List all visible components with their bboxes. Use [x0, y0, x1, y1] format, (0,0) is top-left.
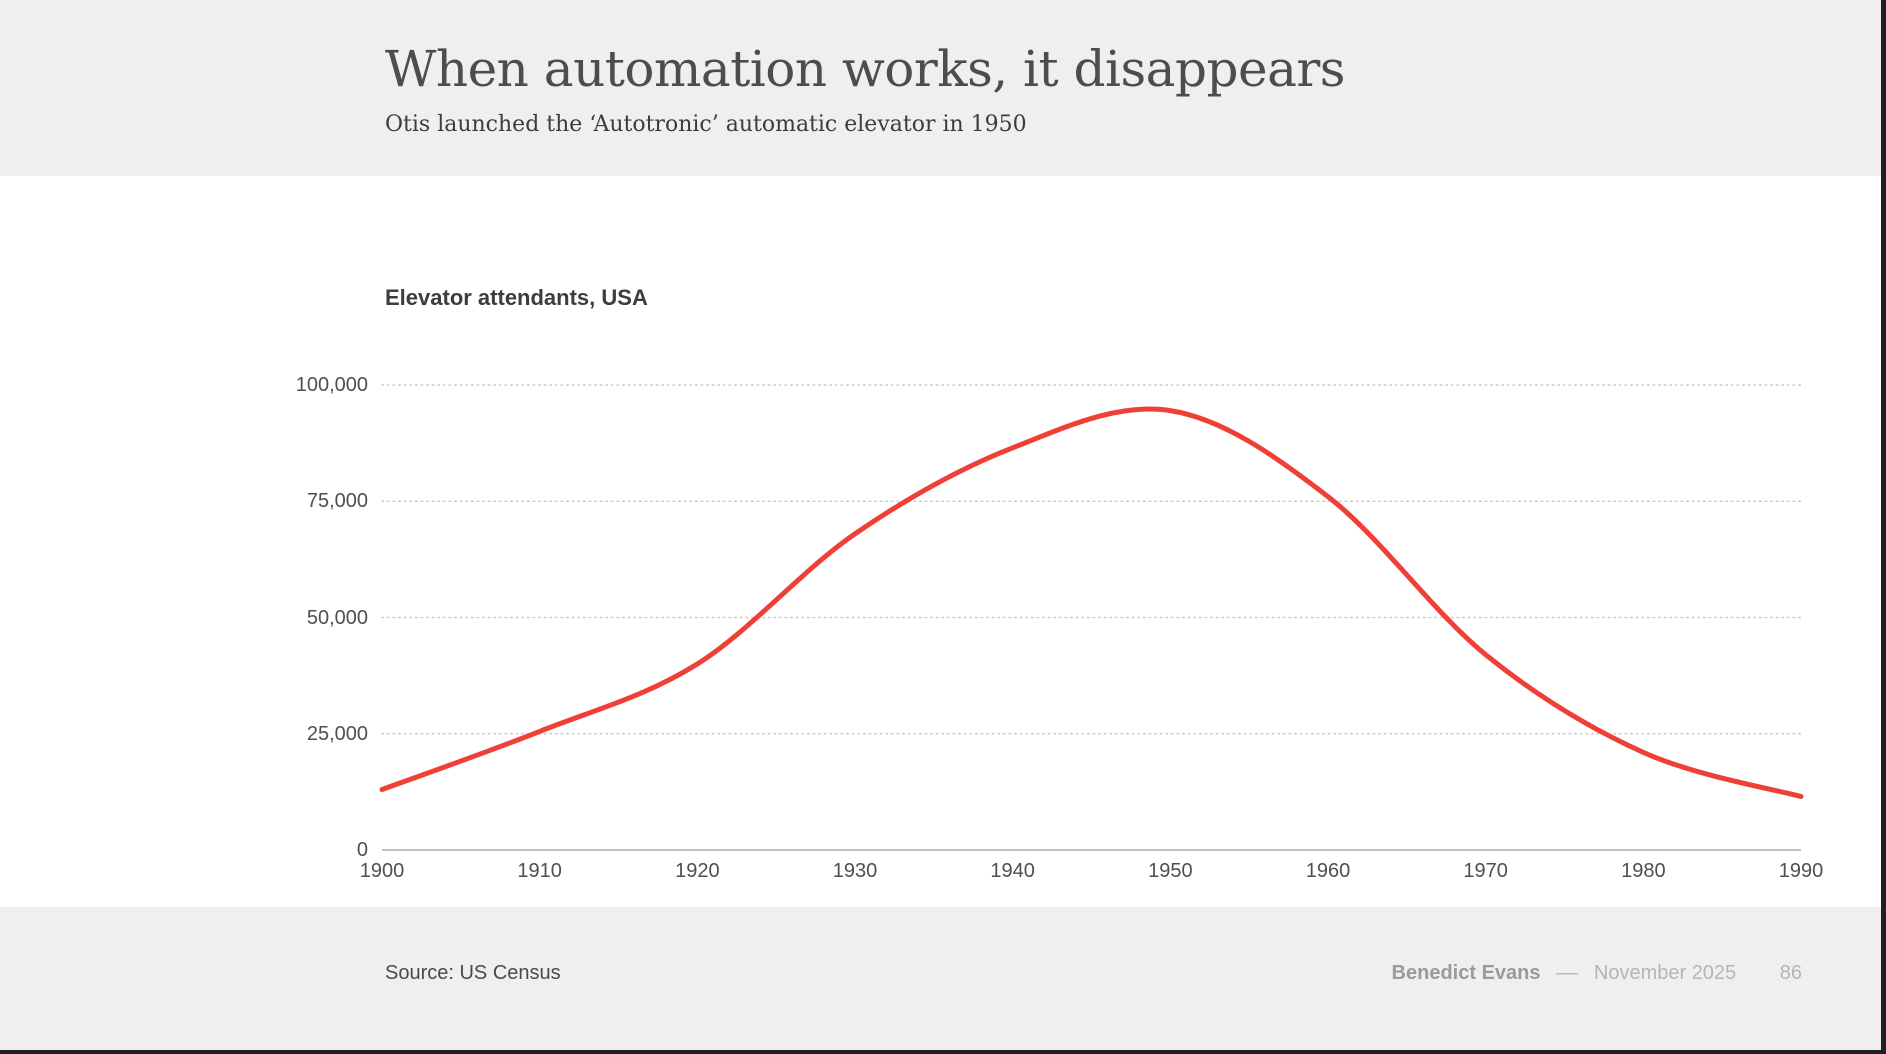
- slide-title: When automation works, it disappears: [385, 40, 1345, 98]
- footer-band: [0, 907, 1886, 1054]
- chart-title: Elevator attendants, USA: [385, 285, 648, 310]
- page-number: 86: [1779, 962, 1802, 984]
- x-tick-label: 1940: [990, 860, 1035, 882]
- source-note: Source: US Census: [385, 962, 561, 984]
- y-tick-label: 25,000: [306, 722, 368, 745]
- footer-credit: Benedict Evans –– November 2025 86: [1392, 959, 1802, 987]
- x-tick-label: 1900: [359, 860, 405, 882]
- x-tick-label: 1970: [1463, 860, 1508, 882]
- screen-edge-right: [1881, 0, 1886, 1054]
- y-tick-label: 100,000: [295, 374, 368, 396]
- x-tick-label: 1950: [1148, 860, 1193, 882]
- x-tick-label: 1930: [832, 860, 878, 882]
- header-band: [0, 0, 1886, 176]
- slide-subtitle: Otis launched the ‘Autotronic’ automatic…: [385, 112, 1027, 137]
- y-tick-label: 0: [356, 839, 368, 861]
- y-tick-label: 50,000: [306, 606, 368, 629]
- x-tick-label: 1920: [675, 860, 720, 882]
- x-tick-label: 1960: [1305, 860, 1351, 882]
- author-name: Benedict Evans: [1391, 962, 1541, 984]
- slide-date: November 2025: [1593, 962, 1737, 984]
- x-tick-label: 1910: [517, 860, 562, 882]
- y-tick-label: 75,000: [306, 490, 368, 513]
- x-tick-label: 1980: [1621, 860, 1666, 882]
- x-tick-label: 1990: [1778, 860, 1824, 882]
- screen-edge-bottom: [0, 1050, 1886, 1054]
- elevator-attendants-line: [379, 406, 1804, 799]
- dash-separator: ––: [1556, 962, 1579, 984]
